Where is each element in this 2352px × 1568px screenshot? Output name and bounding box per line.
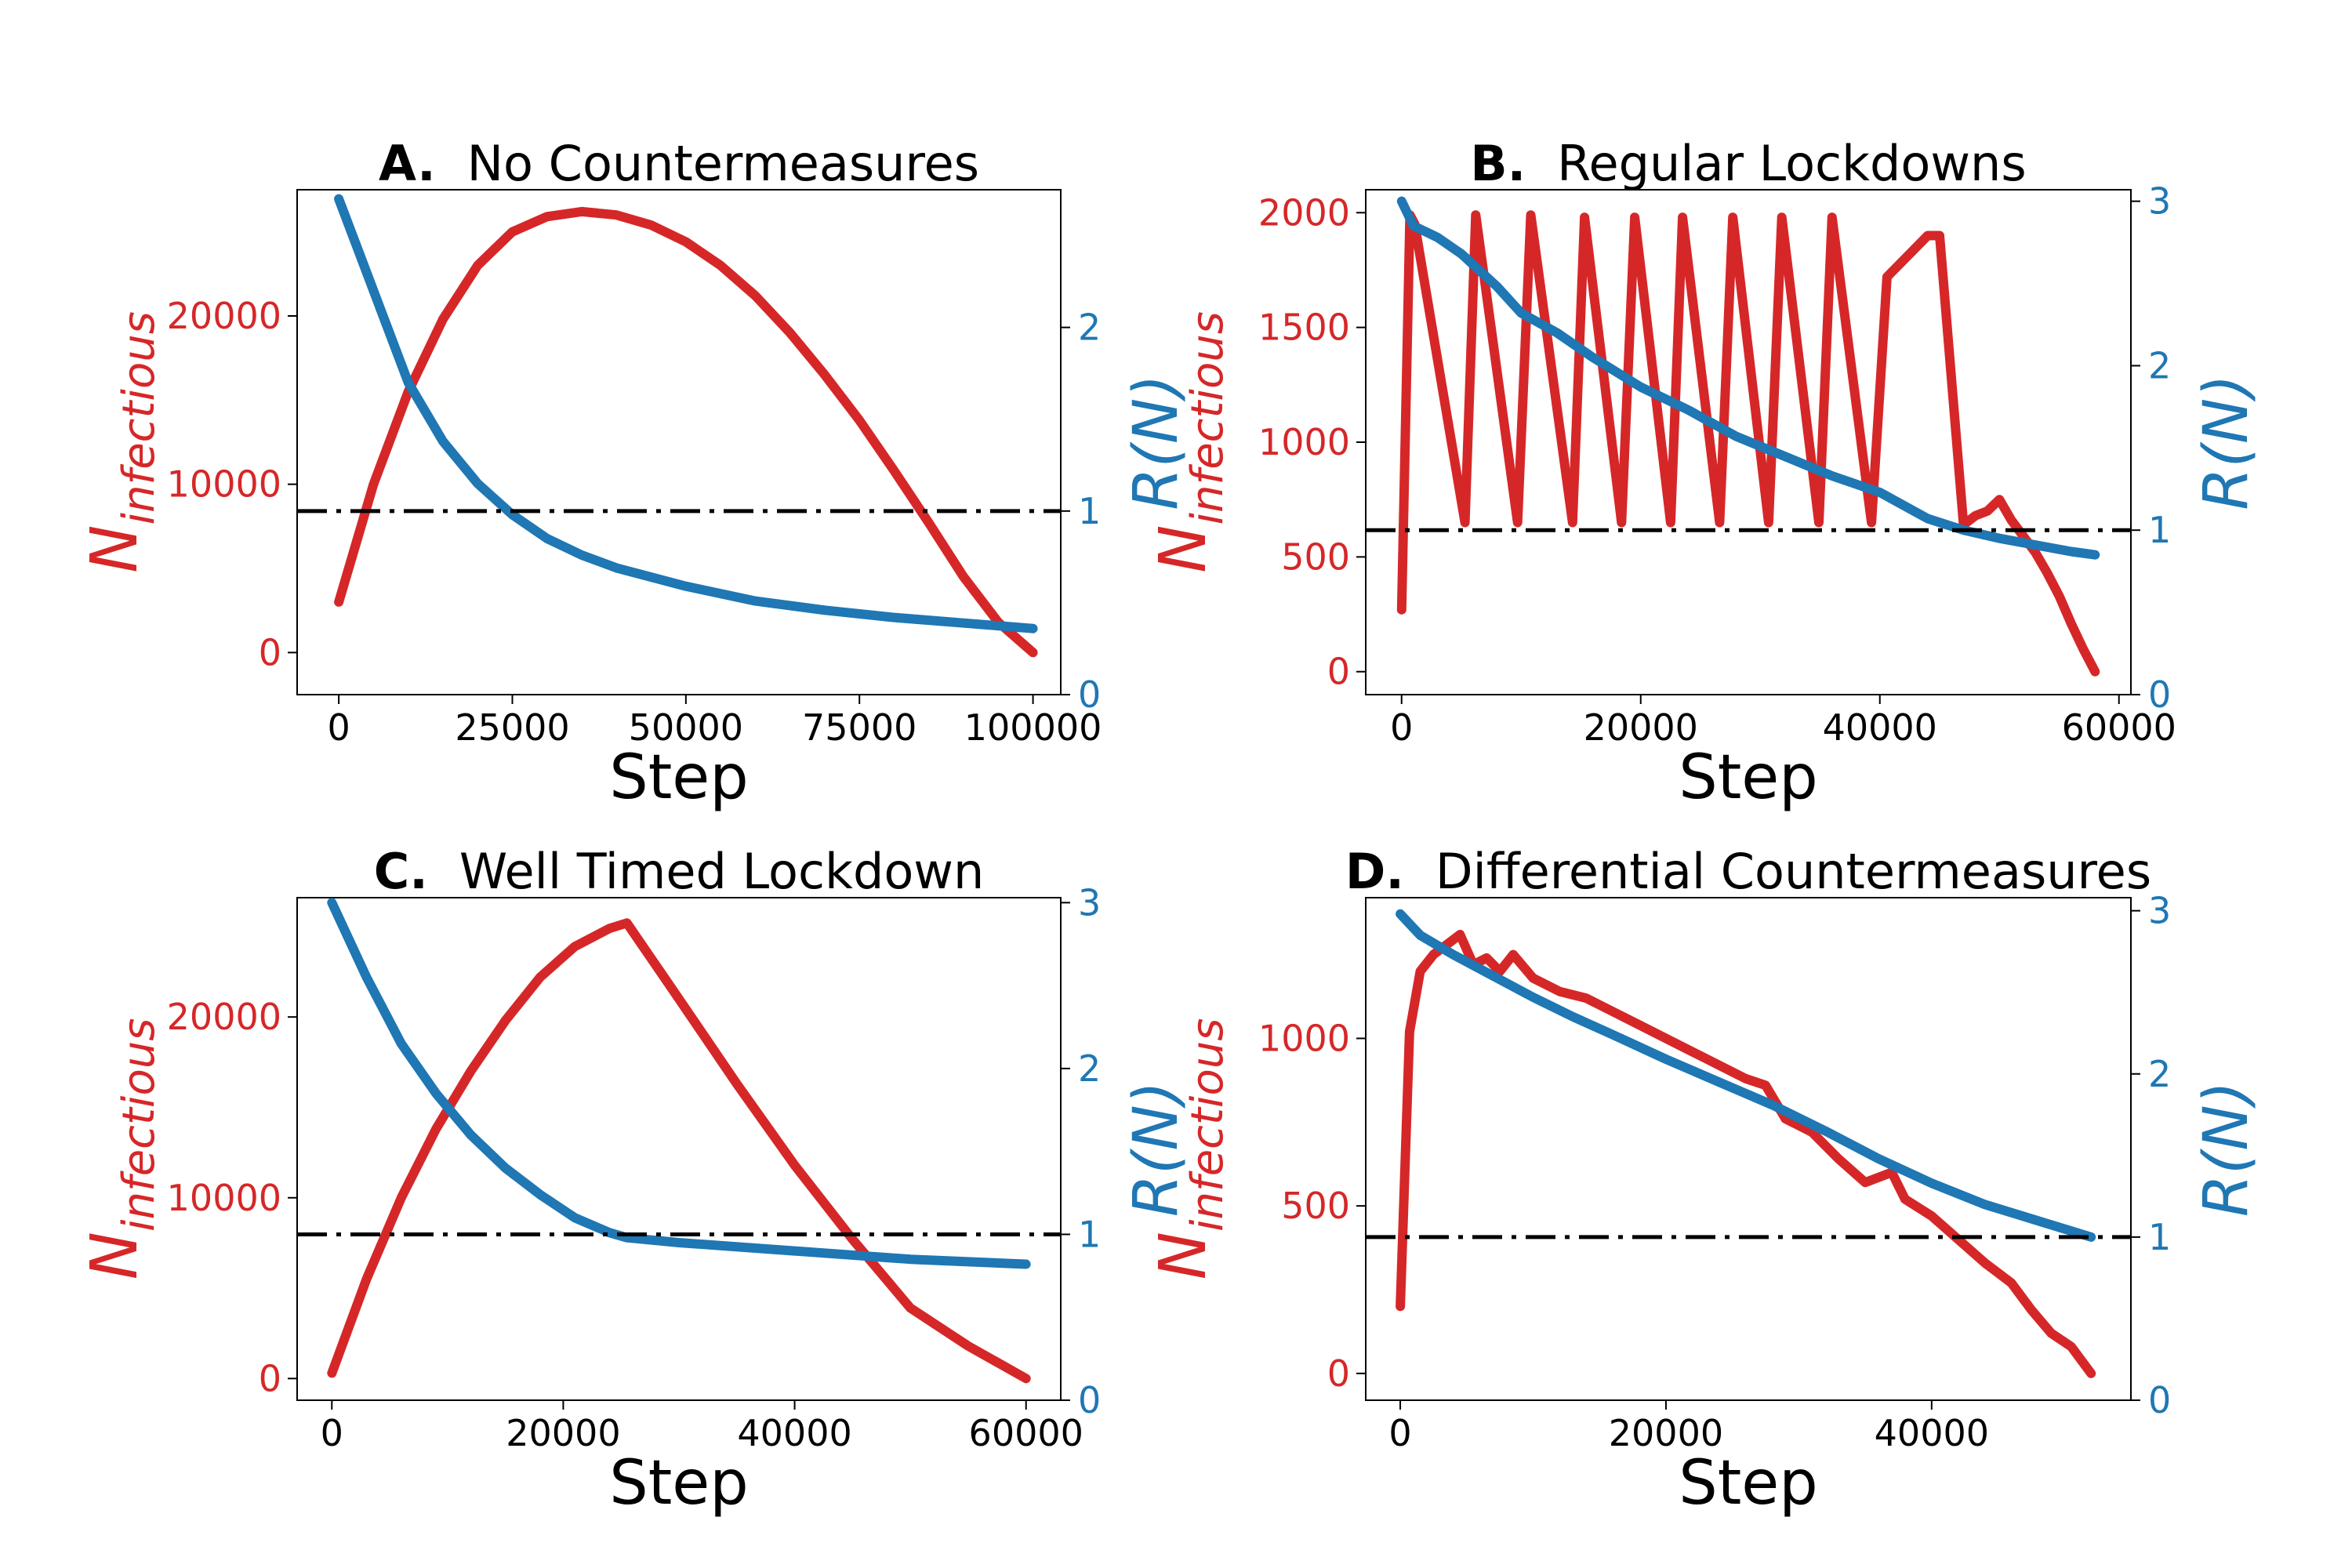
panel-4-ytick-right-label: 1 <box>2148 1216 2171 1258</box>
panel-4-ylabel-left-base: N <box>1146 1232 1221 1279</box>
panel-2-ytick-left-label: 2000 <box>1258 191 1350 234</box>
panel-2-title-text: Regular Lockdowns <box>1557 135 2026 192</box>
panel-4-ytick-right-label: 0 <box>2148 1379 2171 1421</box>
panel-1-ytick-left-label: 10000 <box>167 463 281 506</box>
panel-4-label: D. <box>1345 843 1404 900</box>
panel-1-ytick-right-label: 1 <box>1078 490 1101 532</box>
panel-3-ytick-left-label: 0 <box>259 1357 281 1399</box>
panel-2-series-r-of-n <box>1396 196 2100 560</box>
panel-4-ytick-left-label: 0 <box>1327 1352 1350 1395</box>
panel-3-ylabel-right: R(N) <box>1121 1081 1192 1217</box>
panel-1-ylabel-left: Ninfectious <box>78 311 165 573</box>
panel-1-ytick-right-label: 0 <box>1078 673 1101 716</box>
panel-1-series-n-infectious <box>334 206 1038 658</box>
panel-1-title-text: No Countermeasures <box>467 135 979 192</box>
panel-3-ylabel-left: Ninfectious <box>78 1018 165 1280</box>
panel-1-xlabel: Step <box>609 742 749 813</box>
panel-3-xlabel: Step <box>609 1448 749 1519</box>
panel-4-ylabel-right: R(N) <box>2191 1081 2262 1217</box>
panel-2-title: B. Regular Lockdowns <box>1470 135 2026 192</box>
panel-3-title: C. Well Timed Lockdown <box>374 843 985 900</box>
panel-4-xtick-label: 0 <box>1388 1412 1411 1454</box>
panel-4-axes-frame <box>1365 897 2132 1401</box>
panel-3-ytick-left-label: 10000 <box>167 1177 281 1219</box>
panel-4-ytick-right-label: 3 <box>2148 890 2171 932</box>
panel-2-xtick-label: 0 <box>1390 706 1413 749</box>
panel-2-ytick-left-label: 500 <box>1281 535 1350 578</box>
panel-3-ytick-right-label: 3 <box>1078 881 1101 924</box>
panel-1-xtick-label: 75000 <box>802 706 916 749</box>
chart-panel-1: A. No Countermeasures 0 25000 50000 75000 1000… <box>78 135 1192 813</box>
panel-2-xtick-label: 60000 <box>2062 706 2176 749</box>
panel-3-ylabel-left-sub: infectious <box>114 1018 165 1232</box>
panel-2-ylabel-left: Ninfectious <box>1146 311 1233 573</box>
panel-2-ytick-right-label: 1 <box>2148 509 2171 551</box>
panel-3-axes-frame <box>296 897 1062 1401</box>
panel-4-series-n-infectious <box>1396 930 2096 1378</box>
panel-1-label: A. <box>379 135 436 192</box>
panel-4-ytick-right-label: 2 <box>2148 1053 2171 1095</box>
panel-3-ytick-right-label: 1 <box>1078 1213 1101 1255</box>
panel-4-xtick-label: 20000 <box>1609 1412 1723 1454</box>
panel-4-title: D. Differential Countermeasures <box>1345 843 2151 900</box>
panel-1-ytick-left-label: 0 <box>259 631 281 673</box>
panel-2-ytick-right-label: 2 <box>2148 344 2171 387</box>
panel-4-ytick-left-label: 1000 <box>1258 1017 1350 1059</box>
panel-2-ytick-left-label: 1500 <box>1258 307 1350 349</box>
panel-4-title-text: Differential Countermeasures <box>1436 843 2151 900</box>
panel-2-xlabel: Step <box>1679 742 1818 813</box>
panel-1-xtick-label: 50000 <box>629 706 743 749</box>
panel-4-xtick-label: 40000 <box>1875 1412 1989 1454</box>
panel-3-xtick-label: 0 <box>321 1412 343 1454</box>
panel-2-ylabel-left-base: N <box>1146 525 1221 573</box>
panel-1-ylabel-left-sub: infectious <box>114 311 165 524</box>
panel-2-ytick-right-label: 0 <box>2148 673 2171 716</box>
panel-3-xtick-label: 20000 <box>506 1412 620 1454</box>
panel-1-ylabel-right: R(N) <box>1121 374 1192 510</box>
panel-1-title: A. No Countermeasures <box>379 135 979 192</box>
panel-3-xtick-label: 40000 <box>737 1412 851 1454</box>
panel-2-xtick-label: 40000 <box>1823 706 1937 749</box>
panel-2-label: B. <box>1470 135 1526 192</box>
panel-3-ytick-left-label: 20000 <box>167 996 281 1038</box>
panel-2-ytick-left-label: 1000 <box>1258 421 1350 463</box>
panel-2-xtick-label: 20000 <box>1584 706 1698 749</box>
panel-4-xlabel: Step <box>1679 1448 1818 1519</box>
panel-2-ylabel-left-sub: infectious <box>1182 311 1233 524</box>
panel-2-ytick-right-label: 3 <box>2148 180 2171 223</box>
panel-4-ylabel-left-sub: infectious <box>1182 1018 1233 1232</box>
chart-panel-4: D. Differential Countermeasures 0 20000 4000… <box>1146 843 2262 1519</box>
panel-3-ytick-right-label: 0 <box>1078 1379 1101 1421</box>
panel-4-ytick-left-label: 500 <box>1281 1185 1350 1227</box>
panel-2-ytick-left-label: 0 <box>1327 651 1350 693</box>
panel-3-xtick-label: 60000 <box>969 1412 1083 1454</box>
panel-1-ylabel-left-base: N <box>78 525 152 573</box>
panel-3-label: C. <box>374 843 428 900</box>
panel-1-xtick-label: 25000 <box>455 706 569 749</box>
panel-4-ylabel-left: Ninfectious <box>1146 1018 1233 1280</box>
panel-3-title-text: Well Timed Lockdown <box>459 843 984 900</box>
panel-3-series-r-of-n <box>327 898 1031 1269</box>
panel-1-series-r-of-n <box>334 194 1038 633</box>
panel-1-ytick-left-label: 20000 <box>167 295 281 337</box>
panel-2-ylabel-right: R(N) <box>2191 374 2262 510</box>
panel-1-xtick-label: 100000 <box>964 706 1102 749</box>
panel-3-ylabel-left-base: N <box>78 1232 152 1279</box>
panel-1-ytick-right-label: 2 <box>1078 307 1101 349</box>
panel-3-ytick-right-label: 2 <box>1078 1047 1101 1090</box>
panel-1-axes-frame <box>296 189 1062 695</box>
panel-1-xtick-label: 0 <box>327 706 350 749</box>
panel-3-series-n-infectious <box>327 918 1031 1384</box>
panel-4-series-r-of-n <box>1396 909 2096 1242</box>
